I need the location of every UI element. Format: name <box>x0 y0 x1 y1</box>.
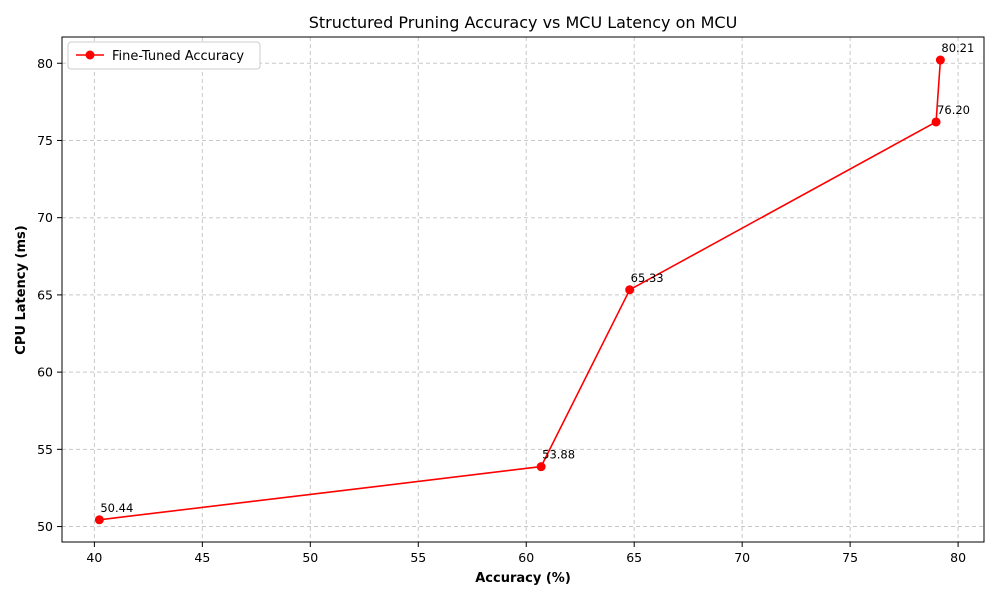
x-tick-label: 50 <box>302 550 318 565</box>
x-tick-label: 65 <box>626 550 642 565</box>
x-tick-label: 40 <box>86 550 102 565</box>
grid <box>62 37 984 542</box>
y-tick-label: 75 <box>37 133 53 148</box>
y-tick-label: 60 <box>37 365 53 380</box>
data-point <box>536 462 546 472</box>
data-point-label: 65.33 <box>631 271 664 285</box>
data-point <box>94 515 104 525</box>
data-labels: 50.44 53.88 65.33 76.20 80.21 <box>100 41 974 515</box>
data-point-label: 53.88 <box>542 448 575 462</box>
y-tick-label: 65 <box>37 287 53 302</box>
x-tick-label: 60 <box>518 550 534 565</box>
y-tick-label: 70 <box>37 210 53 225</box>
legend-entry-fine-tuned-accuracy: Fine-Tuned Accuracy <box>112 49 244 64</box>
x-axis-label: Accuracy (%) <box>475 571 571 586</box>
data-point-label: 50.44 <box>100 501 133 515</box>
x-tick-label: 55 <box>410 550 426 565</box>
series-line-fine-tuned-accuracy <box>99 59 942 521</box>
plot-frame <box>61 36 985 543</box>
chart-title: Structured Pruning Accuracy vs MCU Laten… <box>309 13 738 32</box>
data-point <box>935 55 945 65</box>
data-point <box>931 117 941 127</box>
legend-marker-swatch <box>85 50 95 60</box>
x-tick-label: 75 <box>842 550 858 565</box>
legend: Fine-Tuned Accuracy <box>67 41 261 70</box>
y-axis-label: CPU Latency (ms) <box>14 225 29 354</box>
y-axis: 50 55 60 65 70 75 80 <box>37 56 62 534</box>
y-tick-label: 55 <box>37 442 53 457</box>
x-tick-label: 70 <box>734 550 750 565</box>
data-point-label: 80.21 <box>941 41 974 55</box>
y-tick-label: 80 <box>37 56 53 71</box>
x-tick-label: 45 <box>194 550 210 565</box>
x-axis: 40 45 50 55 60 65 70 75 80 <box>86 542 966 565</box>
data-point <box>625 285 635 295</box>
y-tick-label: 50 <box>37 519 53 534</box>
legend-box <box>67 41 261 70</box>
series <box>94 55 945 525</box>
data-point-label: 76.20 <box>937 103 970 117</box>
x-tick-label: 80 <box>950 550 966 565</box>
